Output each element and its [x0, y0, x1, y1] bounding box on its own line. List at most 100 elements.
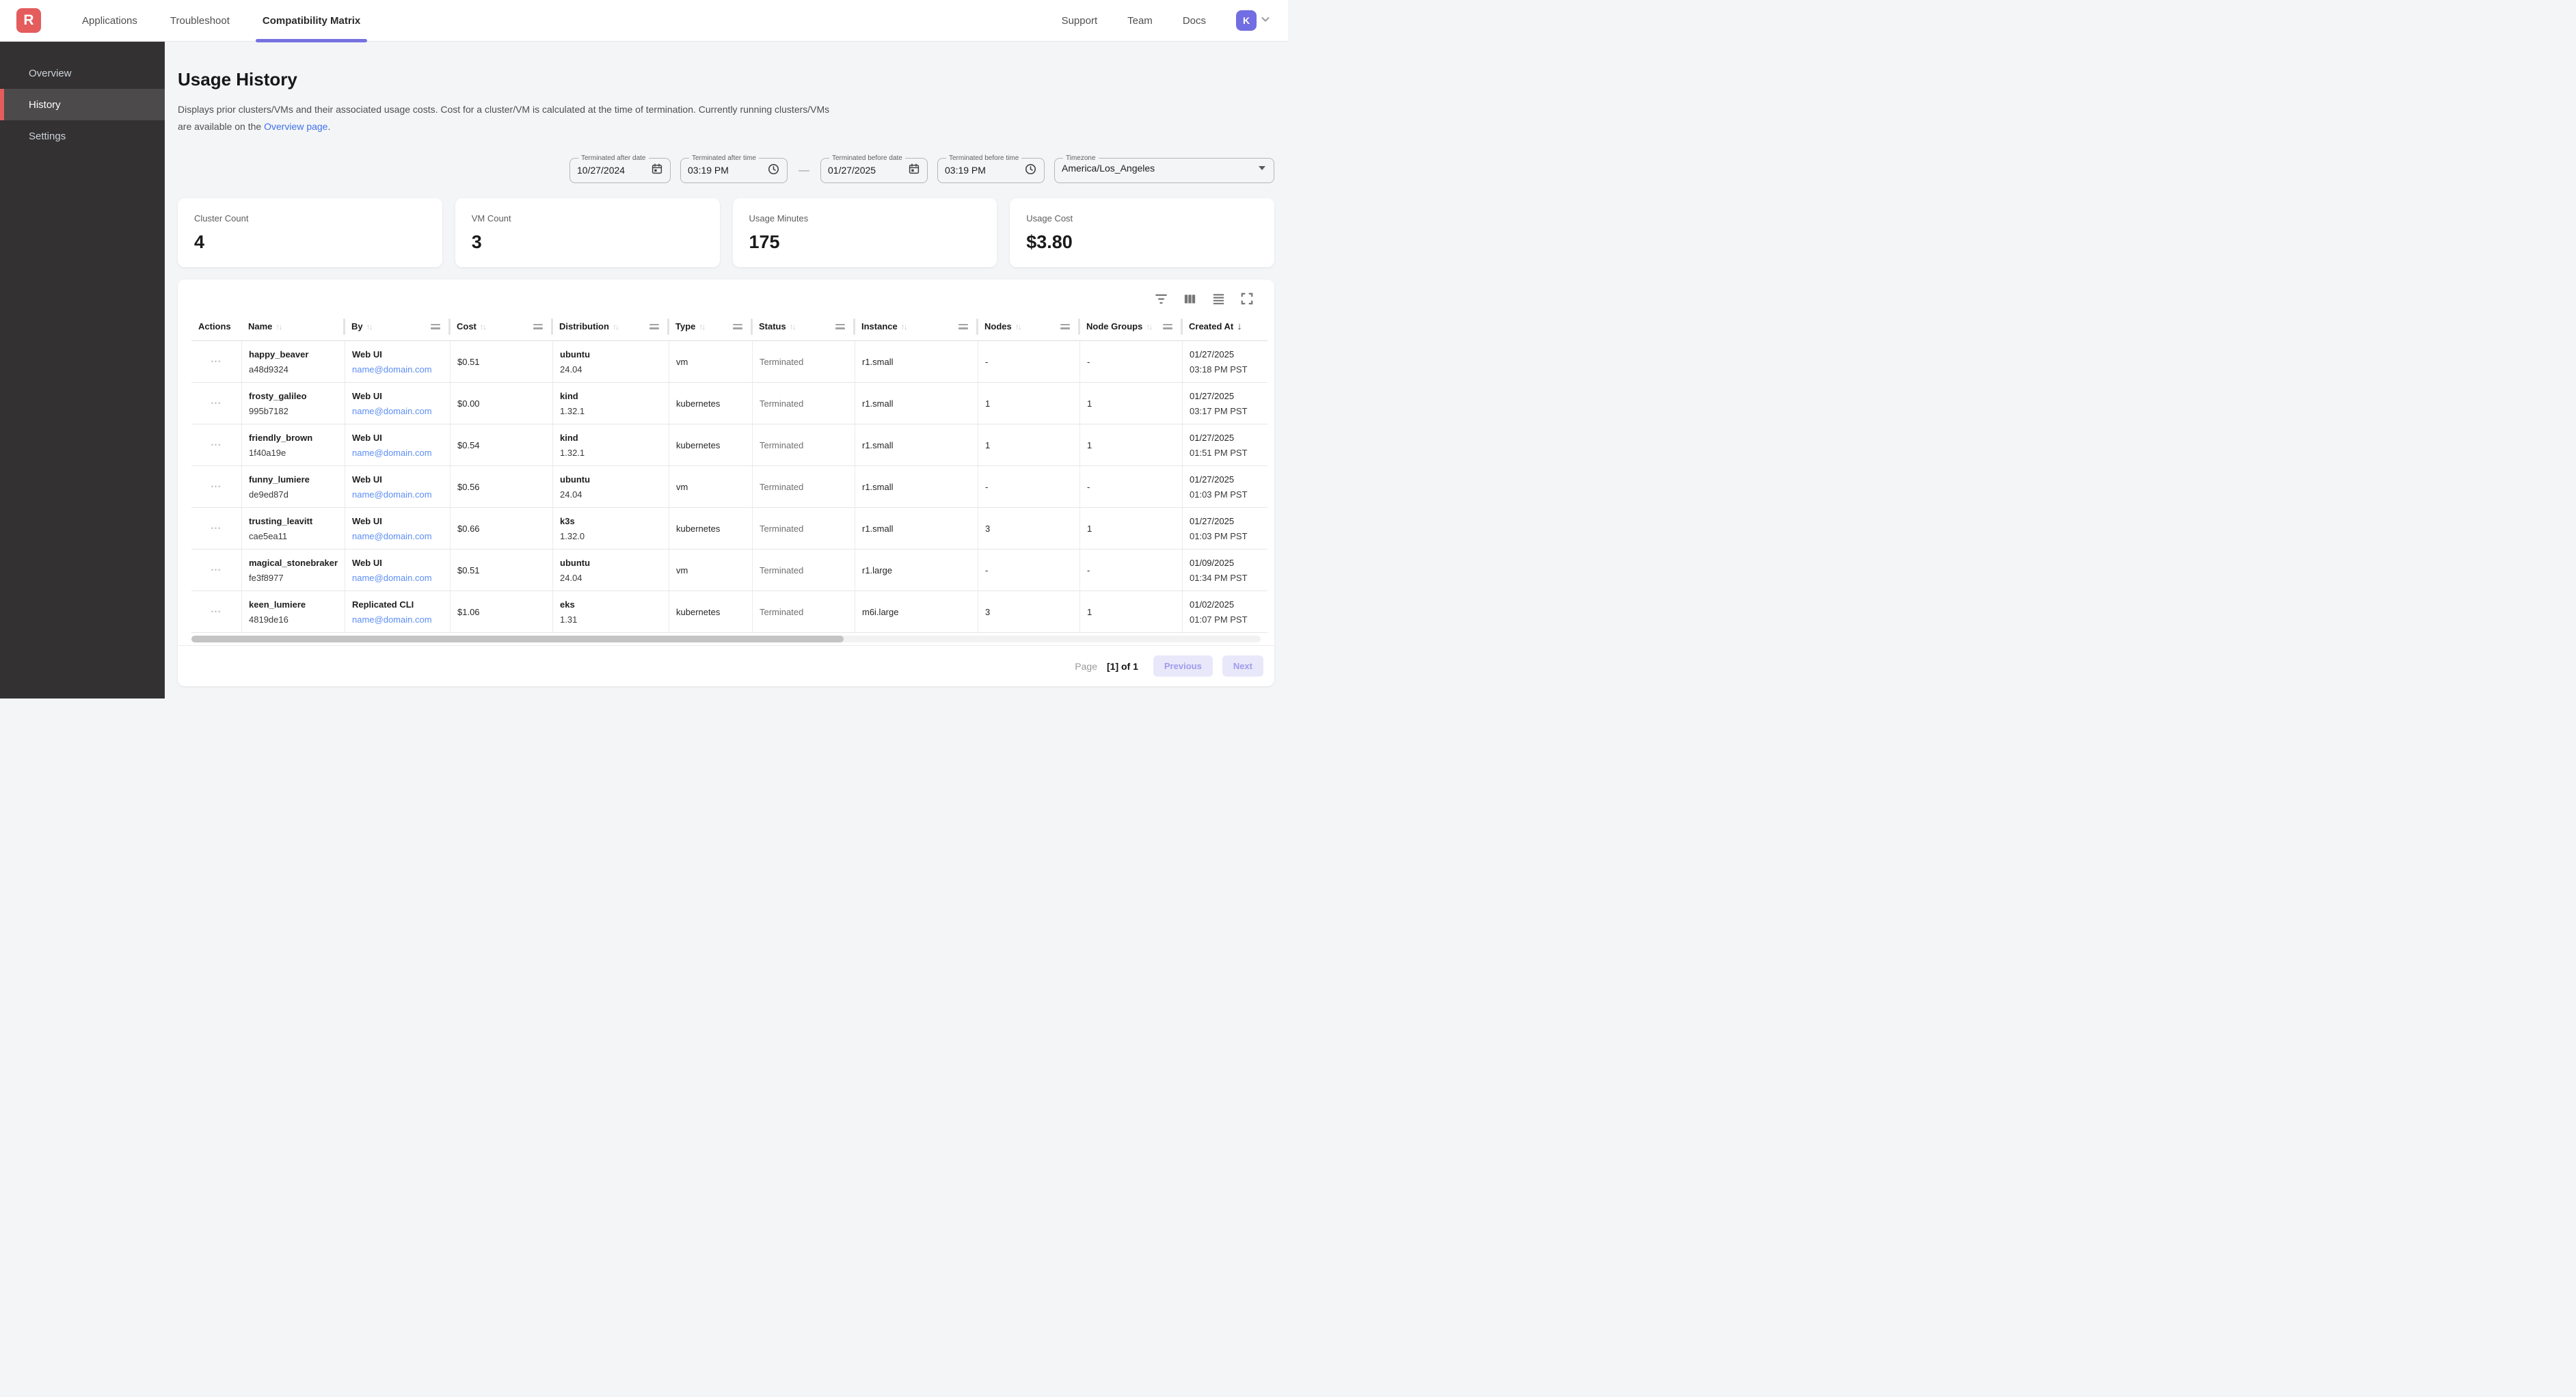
column-header-type[interactable]: Type ↑↓	[669, 312, 753, 340]
timezone-select[interactable]: Timezone America/Los_Angeles	[1054, 154, 1274, 183]
column-header-name[interactable]: Name ↑↓	[241, 312, 345, 340]
sidebar-item-overview[interactable]: Overview	[29, 67, 72, 79]
column-header-status[interactable]: Status ↑↓	[752, 312, 855, 340]
column-menu-icon[interactable]	[835, 323, 845, 329]
column-header-instance[interactable]: Instance ↑↓	[855, 312, 978, 340]
column-menu-icon[interactable]	[1163, 323, 1172, 329]
filter-icon[interactable]	[1153, 290, 1169, 307]
sidebar-item-history[interactable]: History	[0, 89, 165, 120]
cell-created-at: 01/27/2025 01:03 PM PST	[1182, 508, 1267, 549]
column-resize-separator[interactable]	[976, 318, 978, 335]
sort-icon[interactable]: ↑↓	[612, 321, 619, 331]
nav-support[interactable]: Support	[1061, 14, 1098, 27]
cell-cost-value: $0.00	[457, 398, 480, 409]
clock-icon[interactable]	[1024, 163, 1037, 178]
column-header-actions[interactable]: Actions	[191, 312, 241, 340]
cell-distribution: ubuntu 24.04	[552, 341, 669, 382]
column-header-label: Actions	[198, 321, 231, 331]
page-number: [1] of 1	[1107, 660, 1138, 672]
cell-status: Terminated	[752, 341, 855, 382]
sort-icon[interactable]: ↑↓	[479, 321, 487, 331]
sidebar-item-settings[interactable]: Settings	[29, 130, 66, 142]
column-header-distribution[interactable]: Distribution ↑↓	[552, 312, 669, 340]
fullscreen-icon[interactable]	[1239, 290, 1255, 307]
sort-icon[interactable]: ↑↓	[900, 321, 908, 331]
row-actions-button[interactable]: •••	[209, 564, 224, 576]
column-menu-icon[interactable]	[649, 323, 659, 329]
terminated-after-date-value[interactable]: 10/27/2024	[577, 164, 626, 176]
horizontal-scrollbar-thumb[interactable]	[191, 636, 844, 642]
replicated-logo[interactable]: R	[16, 8, 41, 33]
sort-icon[interactable]: ↑↓	[1146, 321, 1153, 331]
column-menu-icon[interactable]	[958, 323, 968, 329]
field-label: Terminated after time	[692, 154, 756, 162]
by-email-link[interactable]: name@domain.com	[352, 364, 432, 375]
nav-applications[interactable]: Applications	[82, 14, 137, 27]
cell-node-groups: -	[1079, 550, 1182, 591]
column-header-created-at[interactable]: Created At ↓	[1182, 312, 1267, 340]
columns-icon[interactable]	[1181, 290, 1198, 307]
clock-icon[interactable]	[767, 163, 780, 178]
avatar[interactable]: K	[1236, 10, 1257, 31]
terminated-after-date-field[interactable]: Terminated after date 10/27/2024	[569, 154, 671, 183]
density-icon[interactable]	[1210, 290, 1226, 307]
next-page-button[interactable]: Next	[1222, 655, 1263, 677]
row-actions-button[interactable]: •••	[209, 522, 224, 534]
row-actions-button[interactable]: •••	[209, 355, 224, 368]
account-menu[interactable]: K	[1236, 10, 1272, 31]
cell-node-groups: 1	[1079, 383, 1182, 424]
previous-page-button[interactable]: Previous	[1153, 655, 1213, 677]
sorted-descending-icon[interactable]: ↓	[1237, 321, 1242, 332]
column-header-node-groups[interactable]: Node Groups ↑↓	[1079, 312, 1183, 340]
terminated-after-time-value[interactable]: 03:19 PM	[688, 165, 729, 176]
column-resize-separator[interactable]	[1078, 318, 1080, 335]
column-resize-separator[interactable]	[448, 318, 451, 335]
column-header-by[interactable]: By ↑↓	[345, 312, 451, 340]
column-resize-separator[interactable]	[343, 318, 345, 335]
row-actions-button[interactable]: •••	[209, 397, 224, 409]
terminated-before-date-field[interactable]: Terminated before date 01/27/2025	[820, 154, 928, 183]
sort-icon[interactable]: ↑↓	[789, 321, 796, 331]
row-actions-button[interactable]: •••	[209, 439, 224, 451]
row-actions-button[interactable]: •••	[209, 480, 224, 493]
calendar-icon[interactable]	[651, 163, 663, 177]
nav-team[interactable]: Team	[1127, 14, 1153, 27]
sort-icon[interactable]: ↑↓	[366, 321, 373, 331]
cell-distribution: ubuntu 24.04	[552, 466, 669, 507]
terminated-before-time-field[interactable]: Terminated before time 03:19 PM	[937, 154, 1045, 183]
by-email-link[interactable]: name@domain.com	[352, 489, 432, 500]
by-email-link[interactable]: name@domain.com	[352, 447, 432, 458]
calendar-icon[interactable]	[908, 163, 920, 177]
column-resize-separator[interactable]	[551, 318, 553, 335]
nav-troubleshoot[interactable]: Troubleshoot	[170, 14, 230, 27]
terminated-after-time-field[interactable]: Terminated after time 03:19 PM	[680, 154, 788, 183]
by-email-link[interactable]: name@domain.com	[352, 614, 432, 625]
sort-icon[interactable]: ↑↓	[1015, 321, 1022, 331]
column-menu-icon[interactable]	[733, 323, 742, 329]
column-header-nodes[interactable]: Nodes ↑↓	[978, 312, 1080, 340]
horizontal-scrollbar-track[interactable]	[191, 636, 1261, 642]
row-actions-button[interactable]: •••	[209, 606, 224, 618]
cell-cost: $0.54	[450, 424, 552, 465]
sort-icon[interactable]: ↑↓	[276, 321, 282, 331]
cell-created-at-line2: 01:34 PM PST	[1190, 572, 1248, 583]
timezone-value[interactable]: America/Los_Angeles	[1062, 163, 1155, 174]
by-email-link[interactable]: name@domain.com	[352, 572, 432, 583]
column-menu-icon[interactable]	[1060, 323, 1070, 329]
terminated-before-time-value[interactable]: 03:19 PM	[945, 165, 986, 176]
by-email-link[interactable]: name@domain.com	[352, 530, 432, 541]
column-menu-icon[interactable]	[431, 323, 440, 329]
column-resize-separator[interactable]	[751, 318, 753, 335]
nav-compatibility-matrix[interactable]: Compatibility Matrix	[255, 0, 368, 42]
nav-docs[interactable]: Docs	[1182, 14, 1206, 27]
column-menu-icon[interactable]	[533, 323, 543, 329]
overview-page-link[interactable]: Overview page	[264, 121, 328, 132]
column-resize-separator[interactable]	[667, 318, 669, 335]
cell-actions: •••	[191, 383, 241, 424]
sort-icon[interactable]: ↑↓	[699, 321, 706, 331]
column-resize-separator[interactable]	[1181, 318, 1183, 335]
by-email-link[interactable]: name@domain.com	[352, 405, 432, 416]
column-header-cost[interactable]: Cost ↑↓	[450, 312, 553, 340]
column-resize-separator[interactable]	[853, 318, 855, 335]
terminated-before-date-value[interactable]: 01/27/2025	[828, 164, 876, 176]
